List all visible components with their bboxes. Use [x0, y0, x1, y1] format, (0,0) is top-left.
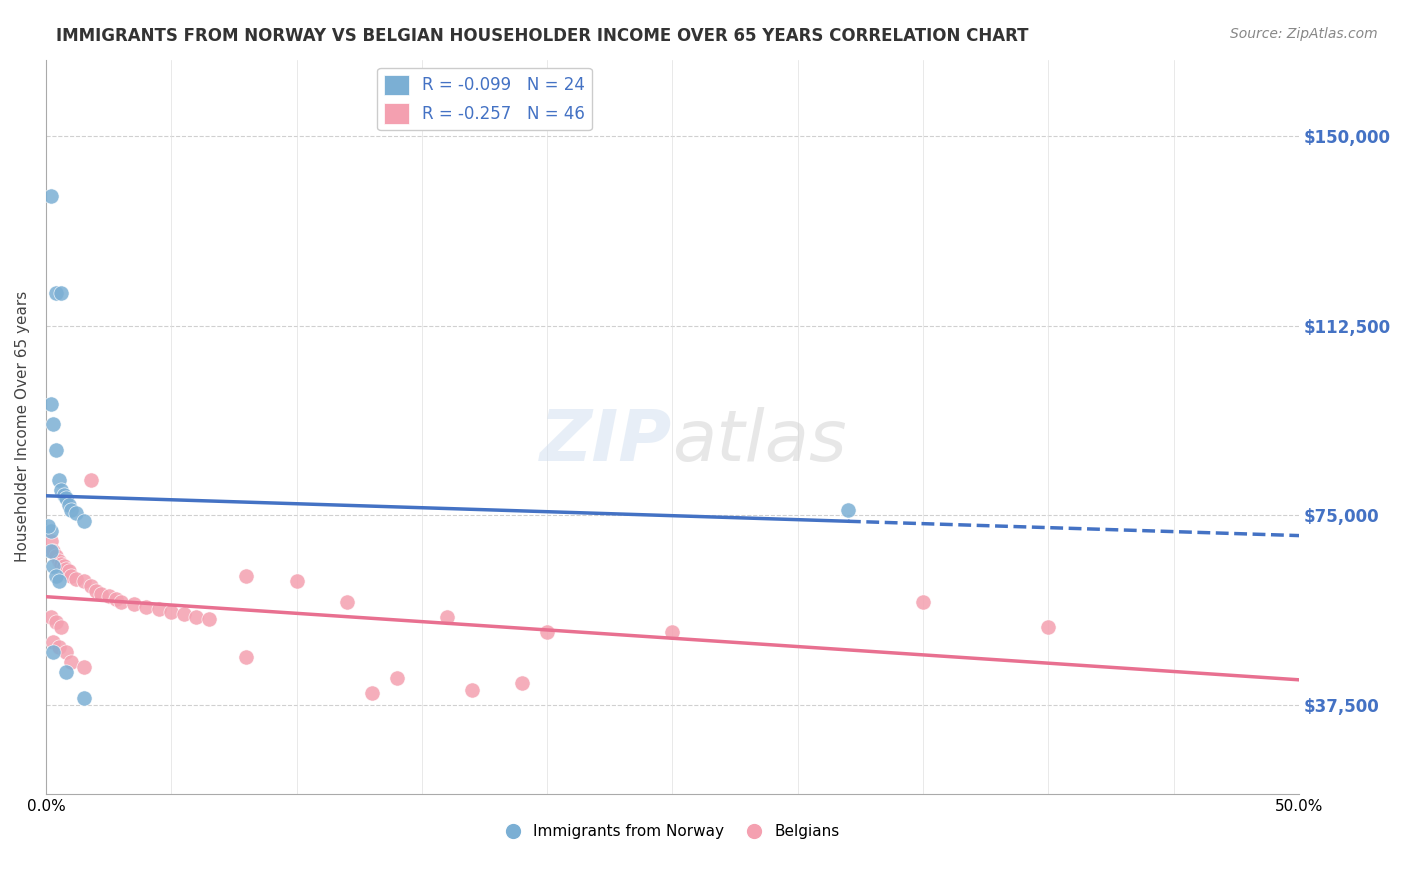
Point	[45, 285, 67, 300]
Point	[661, 624, 683, 639]
Point	[461, 683, 484, 698]
Point	[80, 579, 103, 593]
Point	[235, 569, 257, 583]
Point	[55, 665, 77, 680]
Point	[65, 506, 87, 520]
Point	[48, 554, 70, 568]
Y-axis label: Householder Income Over 65 years: Householder Income Over 65 years	[15, 291, 30, 563]
Point	[160, 605, 183, 619]
Point	[52, 559, 75, 574]
Point	[72, 690, 94, 705]
Point	[39, 544, 62, 558]
Point	[49, 483, 72, 497]
Point	[135, 599, 157, 614]
Point	[42, 635, 65, 649]
Legend: Immigrants from Norway, Belgians: Immigrants from Norway, Belgians	[499, 818, 845, 845]
Point	[55, 561, 77, 575]
Point	[45, 442, 67, 457]
Point	[110, 594, 132, 608]
Point	[105, 592, 128, 607]
Point	[186, 609, 208, 624]
Point	[60, 656, 83, 670]
Point	[173, 607, 195, 622]
Point	[55, 645, 77, 659]
Point	[60, 503, 83, 517]
Text: Source: ZipAtlas.com: Source: ZipAtlas.com	[1230, 27, 1378, 41]
Point	[48, 473, 70, 487]
Point	[49, 620, 72, 634]
Point	[84, 584, 107, 599]
Point	[52, 488, 75, 502]
Point	[39, 609, 62, 624]
Point	[336, 594, 359, 608]
Point	[45, 549, 67, 563]
Point	[37, 518, 59, 533]
Point	[97, 590, 120, 604]
Point	[510, 675, 533, 690]
Point	[837, 503, 859, 517]
Point	[49, 557, 72, 571]
Point	[39, 533, 62, 548]
Point	[536, 624, 558, 639]
Text: IMMIGRANTS FROM NORWAY VS BELGIAN HOUSEHOLDER INCOME OVER 65 YEARS CORRELATION C: IMMIGRANTS FROM NORWAY VS BELGIAN HOUSEH…	[56, 27, 1029, 45]
Point	[436, 609, 458, 624]
Point	[60, 569, 83, 583]
Point	[65, 572, 87, 586]
Point	[1038, 620, 1060, 634]
Point	[45, 569, 67, 583]
Point	[90, 587, 112, 601]
Point	[55, 491, 77, 505]
Point	[42, 544, 65, 558]
Point	[80, 473, 103, 487]
Point	[58, 564, 80, 578]
Point	[39, 397, 62, 411]
Point	[48, 574, 70, 589]
Point	[198, 612, 221, 626]
Point	[48, 640, 70, 654]
Point	[72, 574, 94, 589]
Point	[285, 574, 308, 589]
Point	[122, 597, 145, 611]
Point	[42, 645, 65, 659]
Point	[42, 559, 65, 574]
Point	[385, 671, 408, 685]
Point	[45, 615, 67, 629]
Point	[39, 189, 62, 203]
Point	[42, 417, 65, 432]
Point	[58, 498, 80, 512]
Point	[72, 660, 94, 674]
Point	[39, 524, 62, 538]
Text: ZIP: ZIP	[540, 407, 672, 476]
Point	[235, 650, 257, 665]
Point	[148, 602, 170, 616]
Point	[360, 686, 382, 700]
Point	[72, 514, 94, 528]
Point	[49, 285, 72, 300]
Point	[912, 594, 935, 608]
Text: atlas: atlas	[672, 407, 848, 476]
